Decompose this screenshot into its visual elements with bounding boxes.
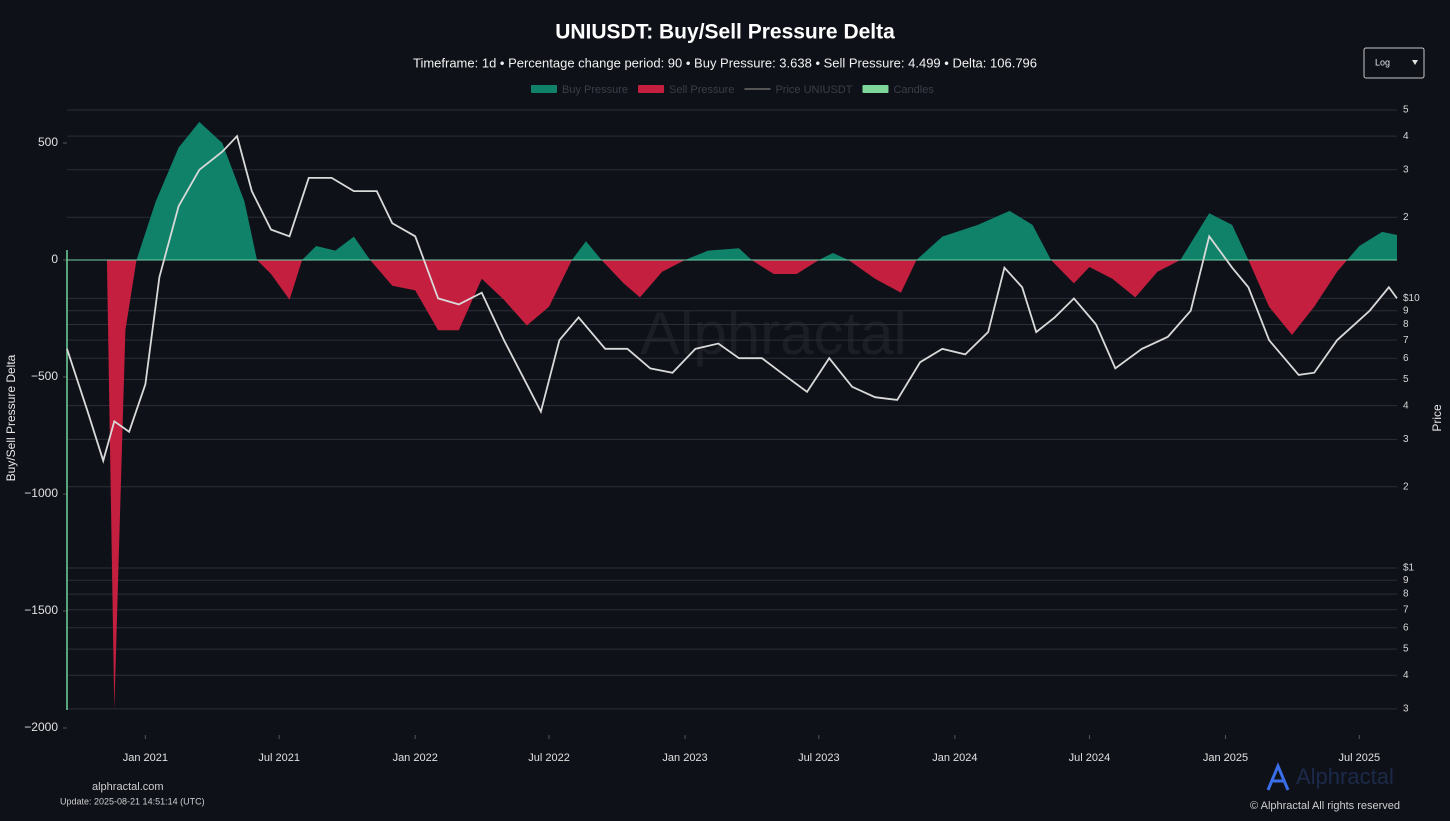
legend-label: Price UNIUSDT [775,84,852,96]
selector-text[interactable]: Log [1375,57,1390,67]
x-tick-label: Jul 2024 [1069,752,1111,764]
y2-tick-label: $10 [1403,293,1420,304]
y2-tick-label: $1 [1403,563,1415,574]
x-tick-label: Jan 2022 [393,752,438,764]
y2-tick-label: 7 [1403,335,1409,346]
legend-label: Sell Pressure [669,84,734,96]
x-tick-label: Jan 2025 [1203,752,1248,764]
legend-label: Candles [893,84,934,96]
x-tick-label: Jan 2023 [662,752,707,764]
y2-tick-label: 2 [1403,212,1409,223]
x-tick-label: Jul 2021 [258,752,300,764]
chart-subtitle: Timeframe: 1d • Percentage change period… [413,55,1037,70]
brand-logo-text: Alphractal [1296,764,1394,789]
buy-pressure-area [67,121,1397,260]
y-tick-label: 0 [51,252,58,266]
y2-tick-label: 4 [1403,670,1409,681]
brand-logo-icon [1266,762,1290,791]
y2-tick-label: 4 [1403,131,1409,142]
footer-update: Update: 2025-08-21 14:51:14 (UTC) [60,796,205,806]
sell-pressure-area [106,260,1348,710]
footer-site: alphractal.com [92,781,164,793]
chart-title: UNIUSDT: Buy/Sell Pressure Delta [555,21,895,44]
y2-tick-label: 3 [1403,164,1409,175]
y-axis-title: Buy/Sell Pressure Delta [4,354,18,481]
y-tick-label: −1000 [24,486,58,500]
y2-tick-label: 5 [1403,105,1409,116]
footer-copyright: © Alphractal All rights reserved [1250,800,1400,812]
legend-swatch [531,85,557,93]
x-tick-label: Jul 2025 [1338,752,1380,764]
selector-arrow[interactable] [1412,60,1418,65]
y2-tick-label: 3 [1403,434,1409,445]
legend-label: Buy Pressure [562,84,628,96]
y-tick-label: 500 [38,135,58,149]
price-line [66,134,1398,464]
legend-swatch [638,85,665,93]
y-tick-label: −2000 [24,720,58,734]
y2-tick-label: 5 [1403,374,1409,385]
legend-swatch [862,85,889,93]
y2-tick-label: 7 [1403,604,1409,615]
y2-tick-label: 9 [1403,575,1409,586]
y2-tick-label: 8 [1403,319,1409,330]
y2-tick-label: 6 [1403,353,1409,364]
y2-axis-title: Price [1430,404,1444,432]
y-tick-label: −1500 [24,603,58,617]
y-tick-label: −500 [31,369,58,383]
x-tick-label: Jul 2023 [798,752,840,764]
y2-tick-label: 2 [1403,481,1409,492]
watermark: Alphractal [640,300,907,367]
x-tick-label: Jan 2024 [932,752,977,764]
x-tick-label: Jan 2021 [123,752,168,764]
y2-tick-label: 6 [1403,622,1409,633]
y2-tick-label: 9 [1403,305,1409,316]
selector-box[interactable] [1363,47,1425,79]
y2-tick-label: 4 [1403,400,1409,411]
scale-selector[interactable]: Log [1363,47,1425,79]
y2-tick-label: 3 [1403,704,1409,715]
x-tick-label: Jul 2022 [528,752,570,764]
y2-tick-label: 8 [1403,589,1409,600]
y2-tick-label: 5 [1403,644,1409,655]
